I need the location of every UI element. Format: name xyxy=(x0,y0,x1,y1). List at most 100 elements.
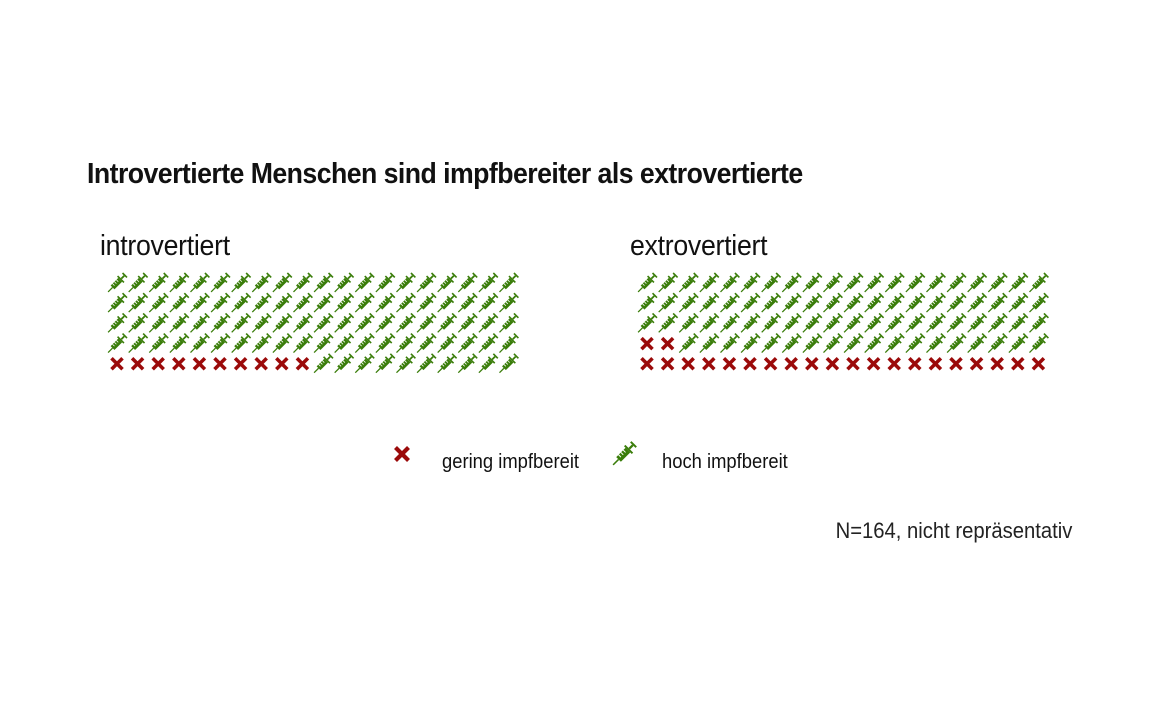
waffle-cell-high xyxy=(478,333,499,353)
waffle-cell-high xyxy=(864,333,885,353)
waffle-cell-high xyxy=(761,272,782,293)
waffle-cell-high xyxy=(1029,272,1049,293)
waffle-cell-high xyxy=(375,333,396,353)
waffle-cell-low xyxy=(275,357,289,371)
waffle-cell-high xyxy=(658,272,679,293)
waffle-cell-high xyxy=(457,353,478,374)
waffle-cell-low xyxy=(702,357,716,371)
waffle-cell-high xyxy=(251,272,272,293)
waffle-cell-low xyxy=(846,357,860,371)
waffle-cell-high xyxy=(946,292,967,313)
waffle-cell-low xyxy=(784,357,798,371)
waffle-cell-low xyxy=(949,357,963,371)
waffle-cell-high xyxy=(190,272,210,293)
waffle-cell-low xyxy=(130,357,145,371)
waffle-cell-high xyxy=(864,312,885,333)
waffle-cell-high xyxy=(905,333,926,353)
waffle-cell-high xyxy=(740,312,761,333)
waffle-cell-low xyxy=(722,357,737,371)
waffle-cell-high xyxy=(231,272,252,293)
waffle-cell-high xyxy=(334,272,355,293)
waffle-cell-high xyxy=(843,312,864,333)
waffle-cell-high xyxy=(699,272,720,293)
waffle-cell-high xyxy=(678,333,699,353)
waffle-cell-high xyxy=(987,333,1008,353)
waffle-cell-high xyxy=(802,272,823,293)
waffle-cell-high xyxy=(864,272,885,293)
waffle-cell-high xyxy=(190,312,210,333)
waffle-cell-high xyxy=(987,272,1008,293)
waffle-cell-low xyxy=(805,357,819,371)
waffle-cell-high xyxy=(148,292,169,313)
waffle-cell-high xyxy=(478,292,499,313)
waffle-cell-high xyxy=(884,272,905,293)
panel-title-introvertiert: introvertiert xyxy=(100,230,230,262)
waffle-cell-high xyxy=(884,312,905,333)
legend: gering impfbereit hoch impfbereit xyxy=(388,436,828,480)
waffle-cell-high xyxy=(761,312,782,333)
waffle-cell-high xyxy=(107,272,128,293)
waffle-cell-high xyxy=(437,272,458,293)
waffle-cell-high xyxy=(107,333,128,353)
waffle-cell-high xyxy=(987,312,1008,333)
waffle-cell-high xyxy=(128,333,149,353)
waffle-cell-high xyxy=(293,333,313,353)
waffle-cell-high xyxy=(720,292,740,313)
waffle-cell-high xyxy=(678,272,699,293)
waffle-cell-low xyxy=(295,357,310,371)
waffle-cell-high xyxy=(169,292,190,313)
waffle-cell-high xyxy=(169,333,190,353)
waffle-cell-high xyxy=(658,292,679,313)
waffle-cell-high xyxy=(396,333,416,353)
waffle-cell-high xyxy=(210,333,231,353)
waffle-cell-high xyxy=(251,312,272,333)
waffle-cell-high xyxy=(457,333,478,353)
waffle-cell-high xyxy=(210,292,231,313)
waffle-cell-high xyxy=(946,272,967,293)
waffle-cell-high xyxy=(396,312,416,333)
waffle-cell-high xyxy=(190,292,210,313)
waffle-cell-high xyxy=(334,333,355,353)
waffle-cell-high xyxy=(637,312,658,333)
waffle-cell-high xyxy=(946,333,967,353)
waffle-cell-high xyxy=(396,272,416,293)
waffle-cell-high xyxy=(148,312,169,333)
legend-cross-mark xyxy=(394,446,410,462)
waffle-cell-high xyxy=(884,292,905,313)
waffle-cell-high xyxy=(437,292,458,313)
waffle-cell-low xyxy=(887,357,901,371)
waffle-cell-high xyxy=(678,312,699,333)
legend-label-low: gering impfbereit xyxy=(442,451,580,473)
waffle-cell-high xyxy=(1008,333,1029,353)
waffle-introvertiert xyxy=(107,272,519,374)
waffle-cell-high xyxy=(740,333,761,353)
waffle-cell-high xyxy=(967,333,988,353)
waffle-cell-low xyxy=(928,357,943,371)
waffle-cell-high xyxy=(354,292,375,313)
waffle-cell-low xyxy=(1031,357,1046,371)
waffle-cell-high xyxy=(148,333,169,353)
waffle-cell-high xyxy=(148,272,169,293)
waffle-cell-high xyxy=(699,292,720,313)
waffle-cell-high xyxy=(457,312,478,333)
waffle-cell-low xyxy=(990,357,1004,371)
waffle-cell-high xyxy=(1008,312,1029,333)
waffle-cell-high xyxy=(334,292,355,313)
waffle-cell-high xyxy=(354,272,375,293)
legend-label-high: hoch impfbereit xyxy=(662,451,788,473)
waffle-cell-high xyxy=(926,292,946,313)
waffle-cell-high xyxy=(107,312,128,333)
waffle-cell-low xyxy=(763,357,778,371)
waffle-cell-high xyxy=(720,333,740,353)
waffle-cell-high xyxy=(293,272,313,293)
waffle-cell-low xyxy=(660,357,675,371)
waffle-cell-high xyxy=(905,292,926,313)
waffle-cell-high xyxy=(169,312,190,333)
waffle-cell-high xyxy=(128,272,149,293)
waffle-cell-high xyxy=(251,333,272,353)
waffle-cell-low xyxy=(254,357,268,371)
waffle-cell-high xyxy=(251,292,272,313)
waffle-cell-high xyxy=(107,292,128,313)
waffle-cell-high xyxy=(967,292,988,313)
waffle-cell-high xyxy=(313,312,334,333)
